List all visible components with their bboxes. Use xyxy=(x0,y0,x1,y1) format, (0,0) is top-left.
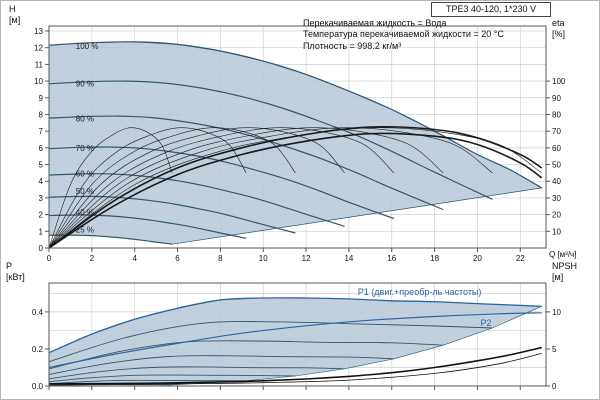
tick-labels: 0123456789101112131020304050607080901000… xyxy=(32,27,566,391)
svg-text:70 %: 70 % xyxy=(76,144,94,153)
svg-text:4: 4 xyxy=(39,177,44,186)
svg-text:5: 5 xyxy=(39,161,44,170)
svg-text:60: 60 xyxy=(552,144,561,153)
svg-text:P1 (двиг.+преобр-ль частоты): P1 (двиг.+преобр-ль частоты) xyxy=(358,287,482,297)
svg-text:0: 0 xyxy=(552,382,557,391)
svg-text:70: 70 xyxy=(552,127,561,136)
svg-text:P2: P2 xyxy=(481,318,492,328)
info-line-fluid: Перекачиваемая жидкость = Вода xyxy=(303,18,447,28)
info-line-temperature: Температура перекачиваемой жидкости = 20… xyxy=(303,29,504,40)
speed-labels: 100 % 90 % 80 % 70 % 60 % 50 % 40 % 25 % xyxy=(76,42,99,235)
svg-text:0.2: 0.2 xyxy=(32,345,44,354)
svg-text:3: 3 xyxy=(39,194,44,203)
power-main-curves xyxy=(48,297,542,369)
svg-text:10: 10 xyxy=(259,254,268,263)
chart-frames xyxy=(48,25,547,387)
svg-text:0.0: 0.0 xyxy=(32,382,44,391)
svg-text:14: 14 xyxy=(344,254,353,263)
svg-text:4: 4 xyxy=(132,254,137,263)
svg-text:18: 18 xyxy=(430,254,439,263)
svg-text:80 %: 80 % xyxy=(76,115,94,124)
svg-text:40 %: 40 % xyxy=(76,208,94,217)
svg-text:6: 6 xyxy=(39,144,44,153)
eta-axis-title: eta [%] xyxy=(552,18,566,39)
svg-text:8: 8 xyxy=(218,254,223,263)
svg-text:0.4: 0.4 xyxy=(32,308,44,317)
svg-text:10: 10 xyxy=(34,77,43,86)
svg-text:16: 16 xyxy=(387,254,396,263)
speed-curves xyxy=(48,41,543,245)
svg-text:6: 6 xyxy=(175,254,180,263)
svg-text:9: 9 xyxy=(39,94,44,103)
svg-text:90: 90 xyxy=(552,94,561,103)
svg-text:100: 100 xyxy=(552,77,566,86)
svg-text:50: 50 xyxy=(552,161,561,170)
svg-text:5: 5 xyxy=(552,345,557,354)
svg-text:22: 22 xyxy=(516,254,525,263)
svg-text:7: 7 xyxy=(39,127,44,136)
svg-text:20: 20 xyxy=(473,254,482,263)
svg-text:0: 0 xyxy=(39,244,44,253)
power-family-curves xyxy=(48,321,493,386)
flow-axis-title: Q [м³/ч] xyxy=(549,250,577,259)
power-axis-title: P [кВт] xyxy=(6,261,25,282)
npsh-axis-title: NPSH [м] xyxy=(552,261,578,282)
svg-text:11: 11 xyxy=(35,60,44,69)
svg-text:40: 40 xyxy=(552,177,561,186)
fluid-info-block: Перекачиваемая жидкость = Вода Температу… xyxy=(303,18,504,52)
svg-text:1: 1 xyxy=(39,227,44,236)
svg-text:12: 12 xyxy=(302,254,311,263)
svg-text:90 %: 90 % xyxy=(76,80,94,89)
eta-curves xyxy=(48,125,543,249)
svg-text:13: 13 xyxy=(34,27,43,36)
svg-text:8: 8 xyxy=(39,110,44,119)
svg-text:0: 0 xyxy=(47,254,52,263)
svg-text:2: 2 xyxy=(90,254,95,263)
head-axis-title: H [м] xyxy=(9,4,21,25)
svg-text:30: 30 xyxy=(552,194,561,203)
info-line-density: Плотность = 998.2 кг/м³ xyxy=(303,40,402,51)
svg-text:25 %: 25 % xyxy=(76,226,94,235)
svg-text:12: 12 xyxy=(34,44,43,53)
svg-text:60 %: 60 % xyxy=(76,170,94,179)
svg-text:10: 10 xyxy=(552,227,561,236)
svg-text:2: 2 xyxy=(39,211,44,220)
svg-text:80: 80 xyxy=(552,110,561,119)
svg-text:10: 10 xyxy=(552,308,561,317)
svg-text:50 %: 50 % xyxy=(76,187,94,196)
power-labels: P1 (двиг.+преобр-ль частоты) P2 xyxy=(358,287,492,328)
pump-title: TPE3 40-120, 1*230 V xyxy=(431,2,551,17)
svg-text:20: 20 xyxy=(552,211,561,220)
npsh-curves xyxy=(48,346,542,385)
svg-text:100 %: 100 % xyxy=(76,42,99,51)
